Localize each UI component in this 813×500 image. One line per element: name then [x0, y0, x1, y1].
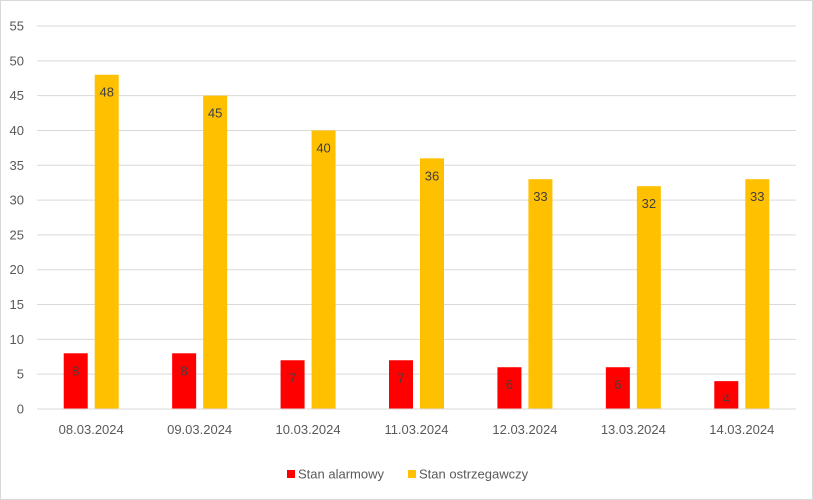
y-tick-label: 55: [10, 19, 24, 34]
x-axis-ticks: 08.03.2024 09.03.2024 10.03.2024 11.03.2024…: [59, 422, 775, 437]
y-tick-label: 50: [10, 53, 24, 68]
y-tick-label: 20: [10, 262, 24, 277]
x-tick-label: 08.03.2024: [59, 422, 124, 437]
y-tick-label: 10: [10, 332, 24, 347]
legend-label-stan-ostrzegawczy: Stan ostrzegawczy: [419, 467, 529, 482]
data-label-stan-ostrzegawczy-14-03-2024: 33: [750, 189, 764, 204]
data-label-stan-alarmowy-12-03-2024: 6: [506, 377, 513, 392]
data-label-stan-alarmowy-08-03-2024: 8: [72, 363, 79, 378]
x-tick-label: 12.03.2024: [492, 422, 557, 437]
bar-stan-ostrzegawczy-12-03-2024: [528, 179, 553, 409]
y-tick-label: 35: [10, 158, 24, 173]
data-label-stan-ostrzegawczy-08-03-2024: 48: [99, 85, 113, 100]
data-label-stan-ostrzegawczy-09-03-2024: 45: [208, 106, 222, 121]
data-label-stan-ostrzegawczy-12-03-2024: 33: [533, 189, 547, 204]
data-label-stan-alarmowy-13-03-2024: 6: [614, 377, 621, 392]
bar-stan-alarmowy-14-03-2024: [714, 381, 739, 409]
bar-stan-ostrzegawczy-11-03-2024: [420, 158, 444, 409]
y-tick-label: 25: [10, 227, 24, 242]
y-tick-label: 15: [10, 297, 24, 312]
bar-stan-alarmowy-13-03-2024: [605, 367, 630, 409]
data-label-stan-alarmowy-09-03-2024: 8: [181, 363, 188, 378]
x-tick-label: 10.03.2024: [276, 422, 341, 437]
y-tick-label: 45: [10, 88, 24, 103]
bars: [63, 74, 770, 410]
y-tick-label: 5: [17, 367, 24, 382]
y-tick-label: 30: [10, 193, 24, 208]
bar-stan-ostrzegawczy-14-03-2024: [745, 179, 770, 409]
gridlines: [37, 25, 796, 375]
data-label-stan-alarmowy-11-03-2024: 7: [397, 370, 404, 385]
y-tick-label: 0: [17, 402, 24, 417]
bar-stan-ostrzegawczy-13-03-2024: [636, 186, 661, 409]
data-label-stan-ostrzegawczy-13-03-2024: 32: [642, 196, 656, 211]
bar-stan-ostrzegawczy-08-03-2024: [94, 74, 119, 409]
legend-swatch-stan-alarmowy: [287, 470, 295, 478]
legend-swatch-stan-ostrzegawczy: [408, 470, 416, 478]
data-label-stan-ostrzegawczy-10-03-2024: 40: [316, 140, 330, 155]
legend: Stan alarmowy Stan ostrzegawczy: [287, 467, 529, 482]
data-label-stan-alarmowy-10-03-2024: 7: [289, 370, 296, 385]
x-tick-label: 11.03.2024: [384, 422, 448, 437]
bar-stan-ostrzegawczy-10-03-2024: [311, 130, 336, 410]
bar-stan-alarmowy-12-03-2024: [497, 367, 522, 409]
x-tick-label: 14.03.2024: [709, 422, 774, 437]
bar-stan-alarmowy-08-03-2024: [63, 353, 88, 409]
bar-stan-alarmowy-09-03-2024: [172, 353, 197, 409]
x-tick-label: 09.03.2024: [167, 422, 232, 437]
y-axis-ticks: 0 5 10 15 20 25 30 35 40 45 50 55: [10, 19, 24, 417]
bar-stan-alarmowy-11-03-2024: [389, 360, 413, 409]
data-label-stan-ostrzegawczy-11-03-2024: 36: [425, 168, 439, 183]
legend-label-stan-alarmowy: Stan alarmowy: [298, 467, 384, 482]
y-tick-label: 40: [10, 123, 24, 138]
x-tick-label: 13.03.2024: [601, 422, 666, 437]
bar-stan-ostrzegawczy-09-03-2024: [203, 95, 228, 410]
data-labels: 8 48 8 45 7 40 7 36 6 33 6 32 4 33: [72, 85, 764, 406]
bar-stan-alarmowy-10-03-2024: [280, 360, 305, 409]
data-label-stan-alarmowy-14-03-2024: 4: [723, 391, 730, 406]
